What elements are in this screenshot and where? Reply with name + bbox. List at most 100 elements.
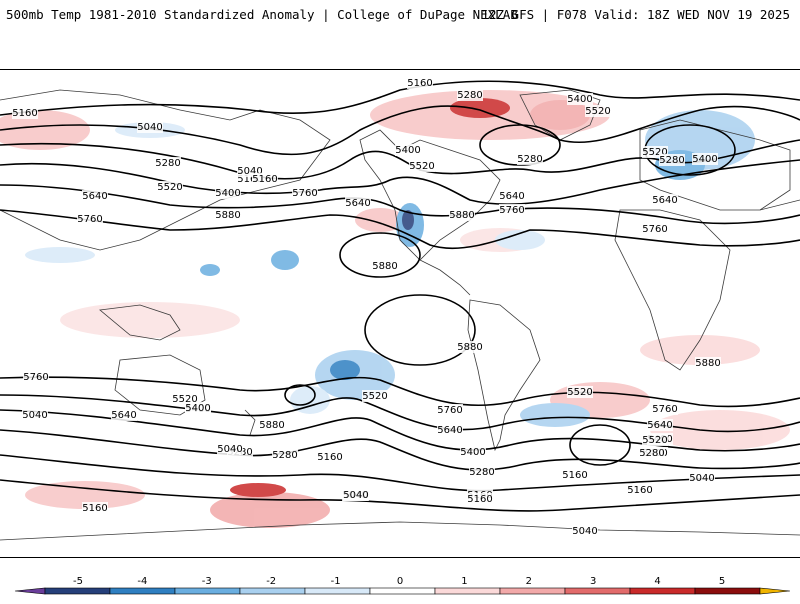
contour-label-bg — [659, 154, 685, 166]
contour-label-bg — [652, 194, 678, 206]
contour-label: 5760 — [437, 405, 462, 416]
colorbar-segment — [369, 587, 436, 595]
contour-label: 5040 — [22, 410, 47, 421]
contour-label: 5160 — [82, 503, 107, 514]
contour-label-bg — [437, 424, 463, 436]
contour-label-bg — [642, 434, 668, 446]
contour-label: 5520 — [362, 391, 387, 402]
contour-label-bg — [499, 190, 525, 202]
contour-label-bg — [499, 204, 525, 216]
contour-label: 5280 — [155, 158, 180, 169]
contour-label-bg — [627, 484, 653, 496]
contour-label: 5400 — [460, 447, 485, 458]
contour-label: 5280 — [469, 467, 494, 478]
contour-label: 5160 — [467, 494, 492, 505]
anomaly-shading — [0, 90, 790, 528]
contour-label: 5520 — [642, 435, 667, 446]
colorbar-segment — [304, 587, 371, 595]
contour-label: 5640 — [111, 410, 136, 421]
contour-label: 5280 — [639, 448, 664, 459]
contour-label: 5760 — [77, 214, 102, 225]
contour-label: 5040 — [237, 166, 262, 177]
colorbar-tick-label: -5 — [73, 576, 83, 587]
colorbar-segment — [694, 587, 761, 595]
colorbar-segment — [239, 587, 306, 595]
anomaly-map[interactable]: 5160 5280 5400 5520 5160 5040 5160 5280 5520 5640… — [0, 69, 800, 558]
contour-label: 5160 — [12, 108, 37, 119]
contour-label-bg — [22, 409, 48, 421]
map-title: 500mb Temp 1981-2010 Standardized Anomal… — [6, 7, 518, 22]
contour-label: 5880 — [695, 358, 720, 369]
contour-label-bg — [572, 525, 598, 537]
contour-label-bg — [407, 77, 433, 89]
colorbar-tick-label: 1 — [461, 576, 467, 587]
contour-label-bg — [437, 404, 463, 416]
contour-label: 5880 — [449, 210, 474, 221]
contour-label: 5160 — [237, 174, 262, 185]
contour-label: 5040 — [217, 444, 242, 455]
colorbar-segment — [44, 587, 111, 595]
colorbar-segment — [564, 587, 631, 595]
contour-label: 5040 — [137, 122, 162, 133]
contour-label-bg — [692, 153, 718, 165]
contour-label-bg — [155, 157, 181, 169]
contour-label-bg — [647, 419, 673, 431]
colorbar-tick-label: -4 — [137, 576, 147, 587]
colorbar-tick-label: 4 — [654, 576, 660, 587]
contour-label-bg — [185, 402, 211, 414]
contour-label-bg — [639, 447, 665, 459]
contour-label-bg — [652, 403, 678, 415]
colorbar: -5 -4 -3 -2 -1 0 1 2 3 4 5 — [0, 572, 800, 600]
contour-label-bg — [562, 469, 588, 481]
contour-label: 5400 — [692, 154, 717, 165]
contour-label-bg — [362, 390, 388, 402]
contour-label: 5880 — [457, 342, 482, 353]
contour-label-bg — [157, 181, 183, 193]
contour-label: 5280 — [272, 450, 297, 461]
contour-label: 5520 — [409, 161, 434, 172]
contour-label: 5400 — [567, 94, 592, 105]
contour-label: 5400 — [185, 403, 210, 414]
colorbar-tick-label: -2 — [266, 576, 276, 587]
contour-label: 5760 — [292, 188, 317, 199]
colorbar-tick-label: -1 — [331, 576, 341, 587]
contour-label: 5880 — [372, 261, 397, 272]
contour-label: 5160 — [317, 452, 342, 463]
contour-label: 5520 — [585, 106, 610, 117]
map-svg — [0, 80, 800, 541]
contour-label-bg — [642, 223, 668, 235]
contour-label-bg — [467, 493, 493, 505]
run-info: 12Z GFS | F078 Valid: 18Z WED NOV 19 202… — [481, 7, 790, 22]
contour-label-bg — [585, 105, 611, 117]
contour-label-bg — [252, 173, 278, 185]
contour-label: 5640 — [82, 191, 107, 202]
contour-label-bg — [457, 341, 483, 353]
contour-label: 5160 — [627, 485, 652, 496]
contour-label: 5280 — [457, 90, 482, 101]
contour-label: 5640 — [652, 195, 677, 206]
contour-label: 5160 — [562, 470, 587, 481]
contour-label: 5040 — [343, 490, 368, 501]
contour-label-bg — [259, 419, 285, 431]
height-contours — [0, 80, 800, 512]
contour-label-bg — [82, 502, 108, 514]
contour-label-bg — [111, 409, 137, 421]
contour-label: 5760 — [652, 404, 677, 415]
contour-label-bg — [215, 187, 241, 199]
contour-label-bg — [460, 446, 486, 458]
contour-label: 5520 — [157, 182, 182, 193]
colorbar-segment — [629, 587, 696, 595]
contour-label: 5400 — [215, 188, 240, 199]
contour-label: 5160 — [407, 78, 432, 89]
colorbar-segment — [109, 587, 176, 595]
contour-label: 5760 — [642, 224, 667, 235]
contour-label-bg — [317, 451, 343, 463]
contour-label: 5640 — [345, 198, 370, 209]
colorbar-svg: -5 -4 -3 -2 -1 0 1 2 3 4 5 — [14, 576, 791, 595]
colorbar-tick-label: 5 — [719, 576, 725, 587]
contour-label-bg — [82, 190, 108, 202]
contour-label-bg — [23, 371, 49, 383]
contour-label: 5520 — [172, 394, 197, 405]
contour-label-bg — [217, 443, 243, 455]
